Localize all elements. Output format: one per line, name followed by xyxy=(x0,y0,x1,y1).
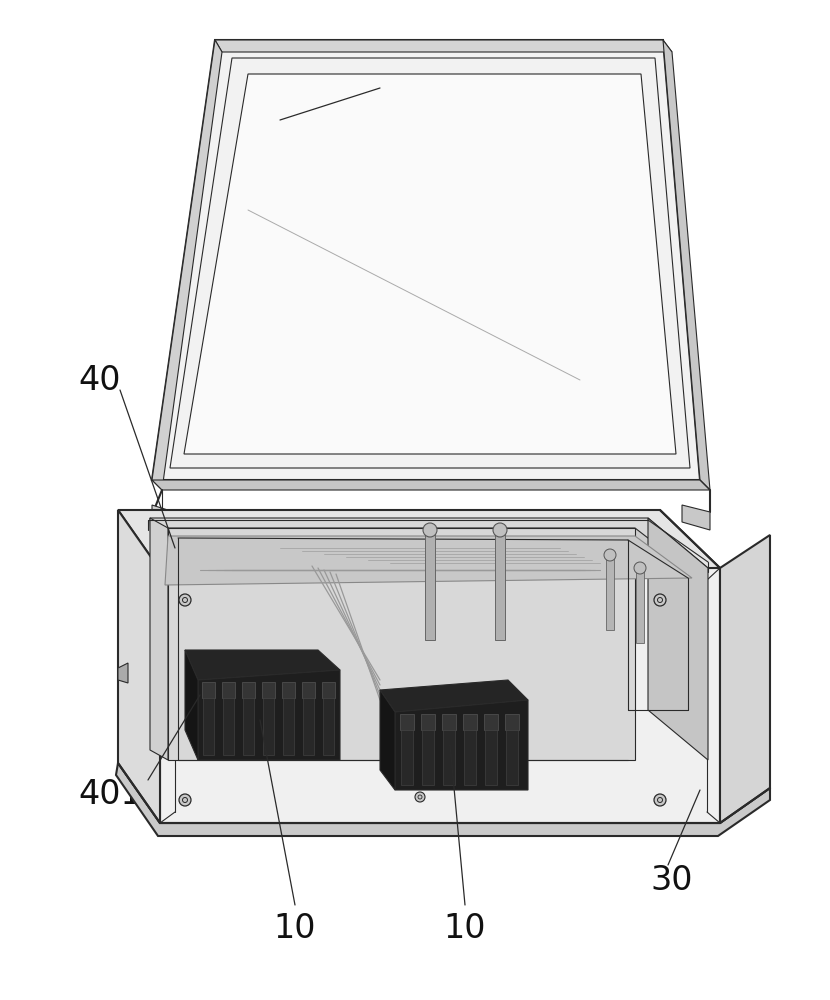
Polygon shape xyxy=(463,714,477,730)
Polygon shape xyxy=(484,714,498,730)
Circle shape xyxy=(415,792,425,802)
Polygon shape xyxy=(395,700,528,790)
Polygon shape xyxy=(160,568,720,823)
Polygon shape xyxy=(421,714,435,730)
Polygon shape xyxy=(118,510,160,823)
Polygon shape xyxy=(263,698,274,755)
Polygon shape xyxy=(165,528,692,578)
Polygon shape xyxy=(152,40,700,480)
Polygon shape xyxy=(184,74,676,454)
Polygon shape xyxy=(505,714,519,730)
Text: 10: 10 xyxy=(444,912,486,944)
Polygon shape xyxy=(682,505,710,530)
Polygon shape xyxy=(422,730,434,785)
Polygon shape xyxy=(648,518,708,760)
Polygon shape xyxy=(380,690,395,790)
Polygon shape xyxy=(150,518,168,760)
Polygon shape xyxy=(380,680,528,712)
Polygon shape xyxy=(165,536,692,585)
Polygon shape xyxy=(443,730,455,785)
Polygon shape xyxy=(495,530,505,640)
Text: 10: 10 xyxy=(274,912,316,944)
Polygon shape xyxy=(262,682,275,698)
Polygon shape xyxy=(223,698,234,755)
Polygon shape xyxy=(222,682,235,698)
Polygon shape xyxy=(198,670,340,760)
Polygon shape xyxy=(150,518,708,572)
Polygon shape xyxy=(606,555,614,630)
Polygon shape xyxy=(322,682,335,698)
Circle shape xyxy=(654,594,666,606)
Polygon shape xyxy=(506,730,518,785)
Polygon shape xyxy=(203,698,214,755)
Polygon shape xyxy=(283,698,294,755)
Polygon shape xyxy=(118,663,128,683)
Polygon shape xyxy=(152,505,174,530)
Polygon shape xyxy=(401,730,413,785)
Polygon shape xyxy=(720,535,770,823)
Text: 20: 20 xyxy=(398,62,441,95)
Polygon shape xyxy=(185,650,340,680)
Polygon shape xyxy=(303,698,314,755)
Circle shape xyxy=(604,549,616,561)
Polygon shape xyxy=(152,480,710,490)
Polygon shape xyxy=(485,730,497,785)
Polygon shape xyxy=(242,682,255,698)
Polygon shape xyxy=(215,40,672,52)
Circle shape xyxy=(634,562,646,574)
Circle shape xyxy=(423,523,437,537)
Polygon shape xyxy=(168,528,635,760)
Text: 40: 40 xyxy=(79,363,121,396)
Polygon shape xyxy=(400,714,414,730)
Polygon shape xyxy=(464,730,476,785)
Polygon shape xyxy=(663,40,710,490)
Polygon shape xyxy=(636,568,644,643)
Circle shape xyxy=(179,594,191,606)
Polygon shape xyxy=(302,682,315,698)
Polygon shape xyxy=(116,763,770,836)
Polygon shape xyxy=(152,40,222,490)
Polygon shape xyxy=(282,682,295,698)
Text: 30: 30 xyxy=(651,863,693,896)
Polygon shape xyxy=(185,650,198,760)
Circle shape xyxy=(179,794,191,806)
Circle shape xyxy=(493,523,507,537)
Polygon shape xyxy=(442,714,456,730)
Polygon shape xyxy=(323,698,334,755)
Circle shape xyxy=(654,794,666,806)
Text: 401: 401 xyxy=(78,778,142,812)
Polygon shape xyxy=(243,698,254,755)
Polygon shape xyxy=(425,530,435,640)
Polygon shape xyxy=(118,510,720,570)
Polygon shape xyxy=(202,682,215,698)
